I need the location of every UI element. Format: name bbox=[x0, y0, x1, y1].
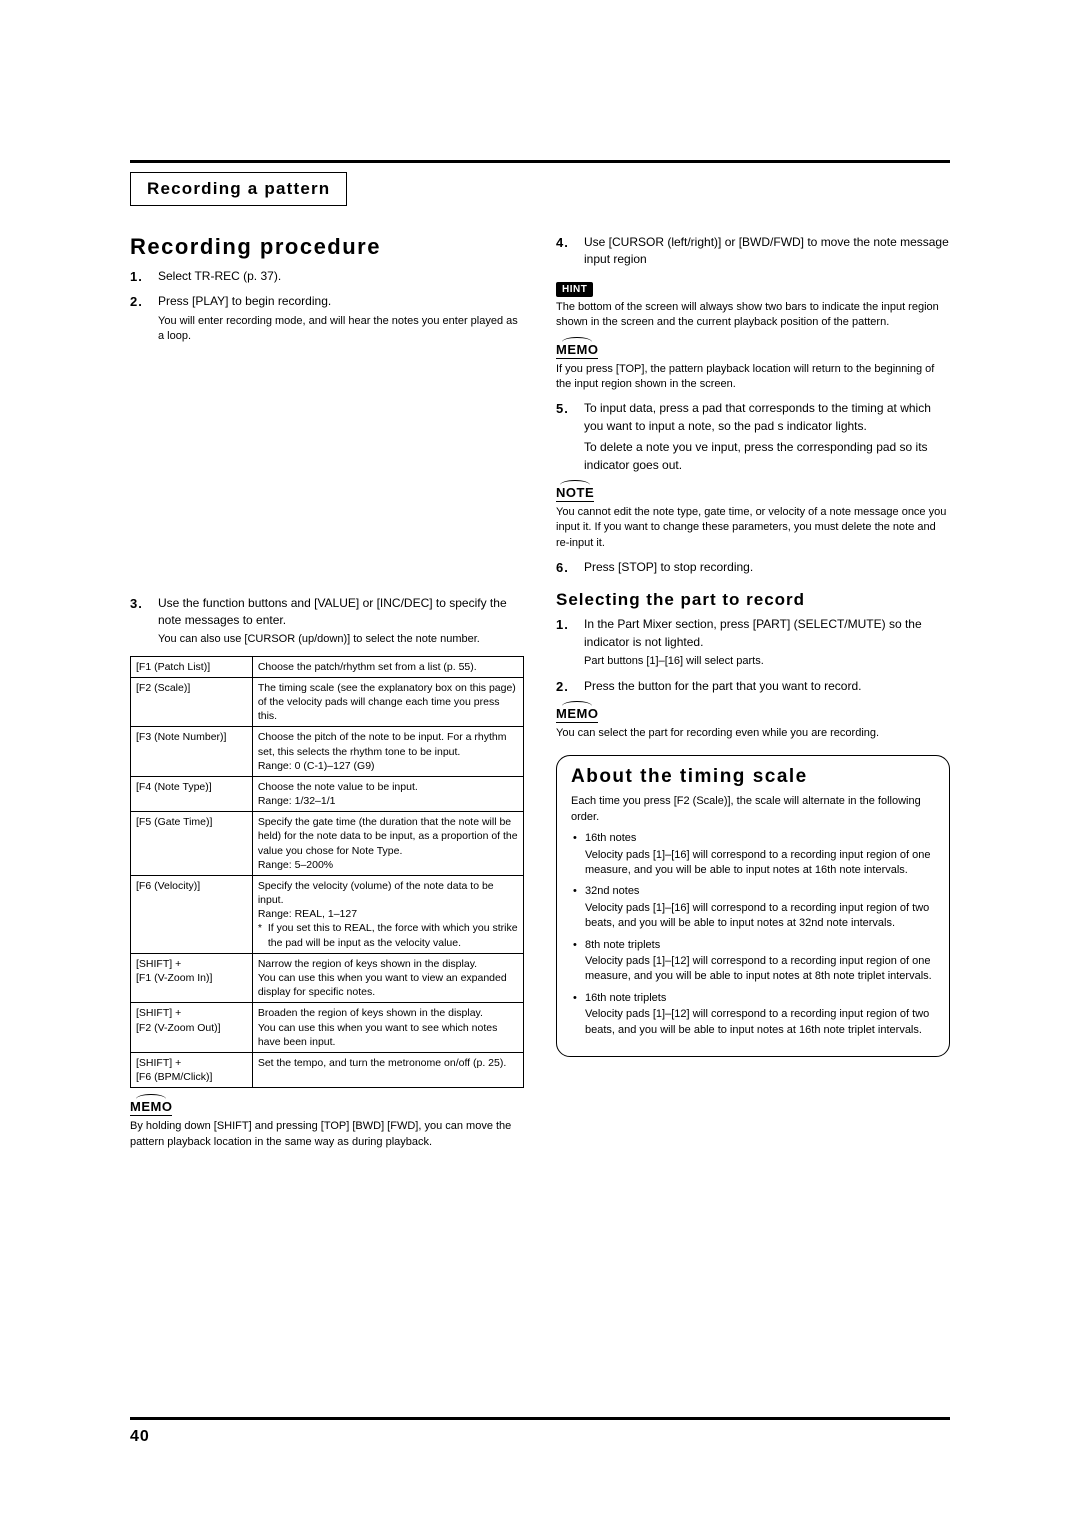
table-key: [SHIFT] +[F1 (V-Zoom In)] bbox=[131, 953, 253, 1003]
callout-list: 16th notes Velocity pads [1]–[16] will co… bbox=[571, 831, 935, 1038]
memo-label-r2: MEMO bbox=[556, 706, 598, 723]
table-row: [F2 (Scale)]The timing scale (see the ex… bbox=[131, 677, 524, 727]
sp-step-1-b: Part buttons [1]–[16] will select parts. bbox=[584, 654, 950, 669]
table-value: Choose the patch/rhythm set from a list … bbox=[252, 656, 523, 677]
table-key: [F5 (Gate Time)] bbox=[131, 812, 253, 876]
bullet-desc: Velocity pads [1]–[16] will correspond t… bbox=[585, 848, 935, 879]
hint-badge: HINT bbox=[556, 282, 593, 297]
table-value: Broaden the region of keys shown in the … bbox=[252, 1003, 523, 1053]
table-value: Narrow the region of keys shown in the d… bbox=[252, 953, 523, 1003]
timing-scale-callout: About the timing scale Each time you pre… bbox=[556, 755, 950, 1056]
hint-block: HINT The bottom of the screen will alway… bbox=[556, 279, 950, 331]
procedure-steps: Select TR-REC (p. 37). Press [PLAY] to b… bbox=[130, 268, 524, 345]
top-rule bbox=[130, 160, 950, 163]
list-item: 16th note tripletsVelocity pads [1]–[12]… bbox=[571, 991, 935, 1038]
memo-label: MEMO bbox=[130, 1099, 172, 1116]
step-3: Use the function buttons and [VALUE] or … bbox=[130, 595, 524, 648]
step-3-sub: You can also use [CURSOR (up/down)] to s… bbox=[158, 632, 524, 647]
bullet-heading: 32nd notes bbox=[585, 884, 935, 899]
bullet-desc: Velocity pads [1]–[12] will correspond t… bbox=[585, 954, 935, 985]
table-value: Set the tempo, and turn the metronome on… bbox=[252, 1052, 523, 1087]
step-4-text: Use [CURSOR (left/right)] or [BWD/FWD] t… bbox=[584, 235, 949, 266]
step-1: Select TR-REC (p. 37). bbox=[130, 268, 524, 285]
recording-procedure-heading: Recording procedure bbox=[130, 234, 524, 260]
table-row: [F1 (Patch List)]Choose the patch/rhythm… bbox=[131, 656, 524, 677]
callout-intro: Each time you press [F2 (Scale)], the sc… bbox=[571, 794, 935, 825]
memo-block-r1: MEMO If you press [TOP], the pattern pla… bbox=[556, 341, 950, 393]
table-key: [F3 (Note Number)] bbox=[131, 727, 253, 777]
bullet-heading: 8th note triplets bbox=[585, 938, 935, 953]
table-row: [F5 (Gate Time)]Specify the gate time (t… bbox=[131, 812, 524, 876]
table-row: [F6 (Velocity)]Specify the velocity (vol… bbox=[131, 875, 524, 953]
table-row: [F4 (Note Type)]Choose the note value to… bbox=[131, 776, 524, 811]
table-key: [F1 (Patch List)] bbox=[131, 656, 253, 677]
table-value: Specify the gate time (the duration that… bbox=[252, 812, 523, 876]
page-number: 40 bbox=[130, 1428, 150, 1446]
note-block: NOTE You cannot edit the note type, gate… bbox=[556, 484, 950, 551]
step-1-text: Select TR-REC (p. 37). bbox=[158, 269, 281, 283]
procedure-steps-right: Use [CURSOR (left/right)] or [BWD/FWD] t… bbox=[556, 234, 950, 269]
table-row: [F3 (Note Number)]Choose the pitch of th… bbox=[131, 727, 524, 777]
bullet-heading: 16th note triplets bbox=[585, 991, 935, 1006]
bottom-rule bbox=[130, 1417, 950, 1420]
memo-block-r2: MEMO You can select the part for recordi… bbox=[556, 705, 950, 741]
note-text: You cannot edit the note type, gate time… bbox=[556, 505, 950, 551]
table-key: [SHIFT] +[F2 (V-Zoom Out)] bbox=[131, 1003, 253, 1053]
list-item: 16th notes Velocity pads [1]–[16] will co… bbox=[571, 831, 935, 878]
sp-step-1: In the Part Mixer section, press [PART] … bbox=[556, 616, 950, 669]
list-item: 32nd notes Velocity pads [1]–[16] will co… bbox=[571, 884, 935, 931]
memo-text-r2: You can select the part for recording ev… bbox=[556, 726, 950, 741]
table-value: Specify the velocity (volume) of the not… bbox=[252, 875, 523, 953]
procedure-steps-cont: Use the function buttons and [VALUE] or … bbox=[130, 595, 524, 648]
memo-label-r1: MEMO bbox=[556, 342, 598, 359]
table-row: [SHIFT] +[F1 (V-Zoom In)]Narrow the regi… bbox=[131, 953, 524, 1003]
step-3-text: Use the function buttons and [VALUE] or … bbox=[158, 596, 507, 627]
select-part-steps: In the Part Mixer section, press [PART] … bbox=[556, 616, 950, 695]
note-label: NOTE bbox=[556, 485, 594, 502]
title-box: Recording a pattern bbox=[130, 172, 347, 206]
bullet-desc: Velocity pads [1]–[16] will correspond t… bbox=[585, 901, 935, 932]
bullet-desc: Velocity pads [1]–[12] will correspond t… bbox=[585, 1007, 935, 1038]
memo-text: By holding down [SHIFT] and pressing [TO… bbox=[130, 1119, 524, 1150]
step-5-text-b: To delete a note you ve input, press the… bbox=[584, 439, 950, 474]
sp-step-2-text: Press the button for the part that you w… bbox=[584, 679, 862, 693]
step-6-text: Press [STOP] to stop recording. bbox=[584, 560, 753, 574]
step-5: To input data, press a pad that correspo… bbox=[556, 400, 950, 474]
selecting-part-heading: Selecting the part to record bbox=[556, 590, 950, 610]
callout-title: About the timing scale bbox=[571, 766, 935, 788]
screen-image-placeholder bbox=[158, 355, 524, 585]
step-2-text: Press [PLAY] to begin recording. bbox=[158, 294, 331, 308]
table-value: Choose the note value to be input.Range:… bbox=[252, 776, 523, 811]
step-2-sub: You will enter recording mode, and will … bbox=[158, 314, 524, 345]
table-key: [F2 (Scale)] bbox=[131, 677, 253, 727]
step-6: Press [STOP] to stop recording. bbox=[556, 559, 950, 576]
procedure-steps-right2: To input data, press a pad that correspo… bbox=[556, 400, 950, 474]
bullet-heading: 16th notes bbox=[585, 831, 935, 846]
hint-text: The bottom of the screen will always sho… bbox=[556, 300, 950, 331]
right-column: Use [CURSOR (left/right)] or [BWD/FWD] t… bbox=[556, 234, 950, 1158]
table-key: [F4 (Note Type)] bbox=[131, 776, 253, 811]
columns: Recording procedure Select TR-REC (p. 37… bbox=[130, 234, 950, 1158]
sp-step-1-a: In the Part Mixer section, press [PART] … bbox=[584, 617, 922, 648]
step-4: Use [CURSOR (left/right)] or [BWD/FWD] t… bbox=[556, 234, 950, 269]
table-value: Choose the pitch of the note to be input… bbox=[252, 727, 523, 777]
table-row: [SHIFT] +[F6 (BPM/Click)]Set the tempo, … bbox=[131, 1052, 524, 1087]
table-key: [F6 (Velocity)] bbox=[131, 875, 253, 953]
left-column: Recording procedure Select TR-REC (p. 37… bbox=[130, 234, 524, 1158]
step-5-text-a: To input data, press a pad that correspo… bbox=[584, 401, 931, 432]
page: Recording a pattern Recording procedure … bbox=[0, 0, 1080, 1528]
sp-step-2: Press the button for the part that you w… bbox=[556, 678, 950, 695]
list-item: 8th note tripletsVelocity pads [1]–[12] … bbox=[571, 938, 935, 985]
procedure-steps-right3: Press [STOP] to stop recording. bbox=[556, 559, 950, 576]
table-row: [SHIFT] +[F2 (V-Zoom Out)]Broaden the re… bbox=[131, 1003, 524, 1053]
memo-text-r1: If you press [TOP], the pattern playback… bbox=[556, 362, 950, 393]
step-2: Press [PLAY] to begin recording. You wil… bbox=[130, 293, 524, 344]
title-box-text: Recording a pattern bbox=[147, 179, 330, 198]
table-key: [SHIFT] +[F6 (BPM/Click)] bbox=[131, 1052, 253, 1087]
memo-block-left: MEMO By holding down [SHIFT] and pressin… bbox=[130, 1098, 524, 1150]
table-value: The timing scale (see the explanatory bo… bbox=[252, 677, 523, 727]
function-table: [F1 (Patch List)]Choose the patch/rhythm… bbox=[130, 656, 524, 1088]
